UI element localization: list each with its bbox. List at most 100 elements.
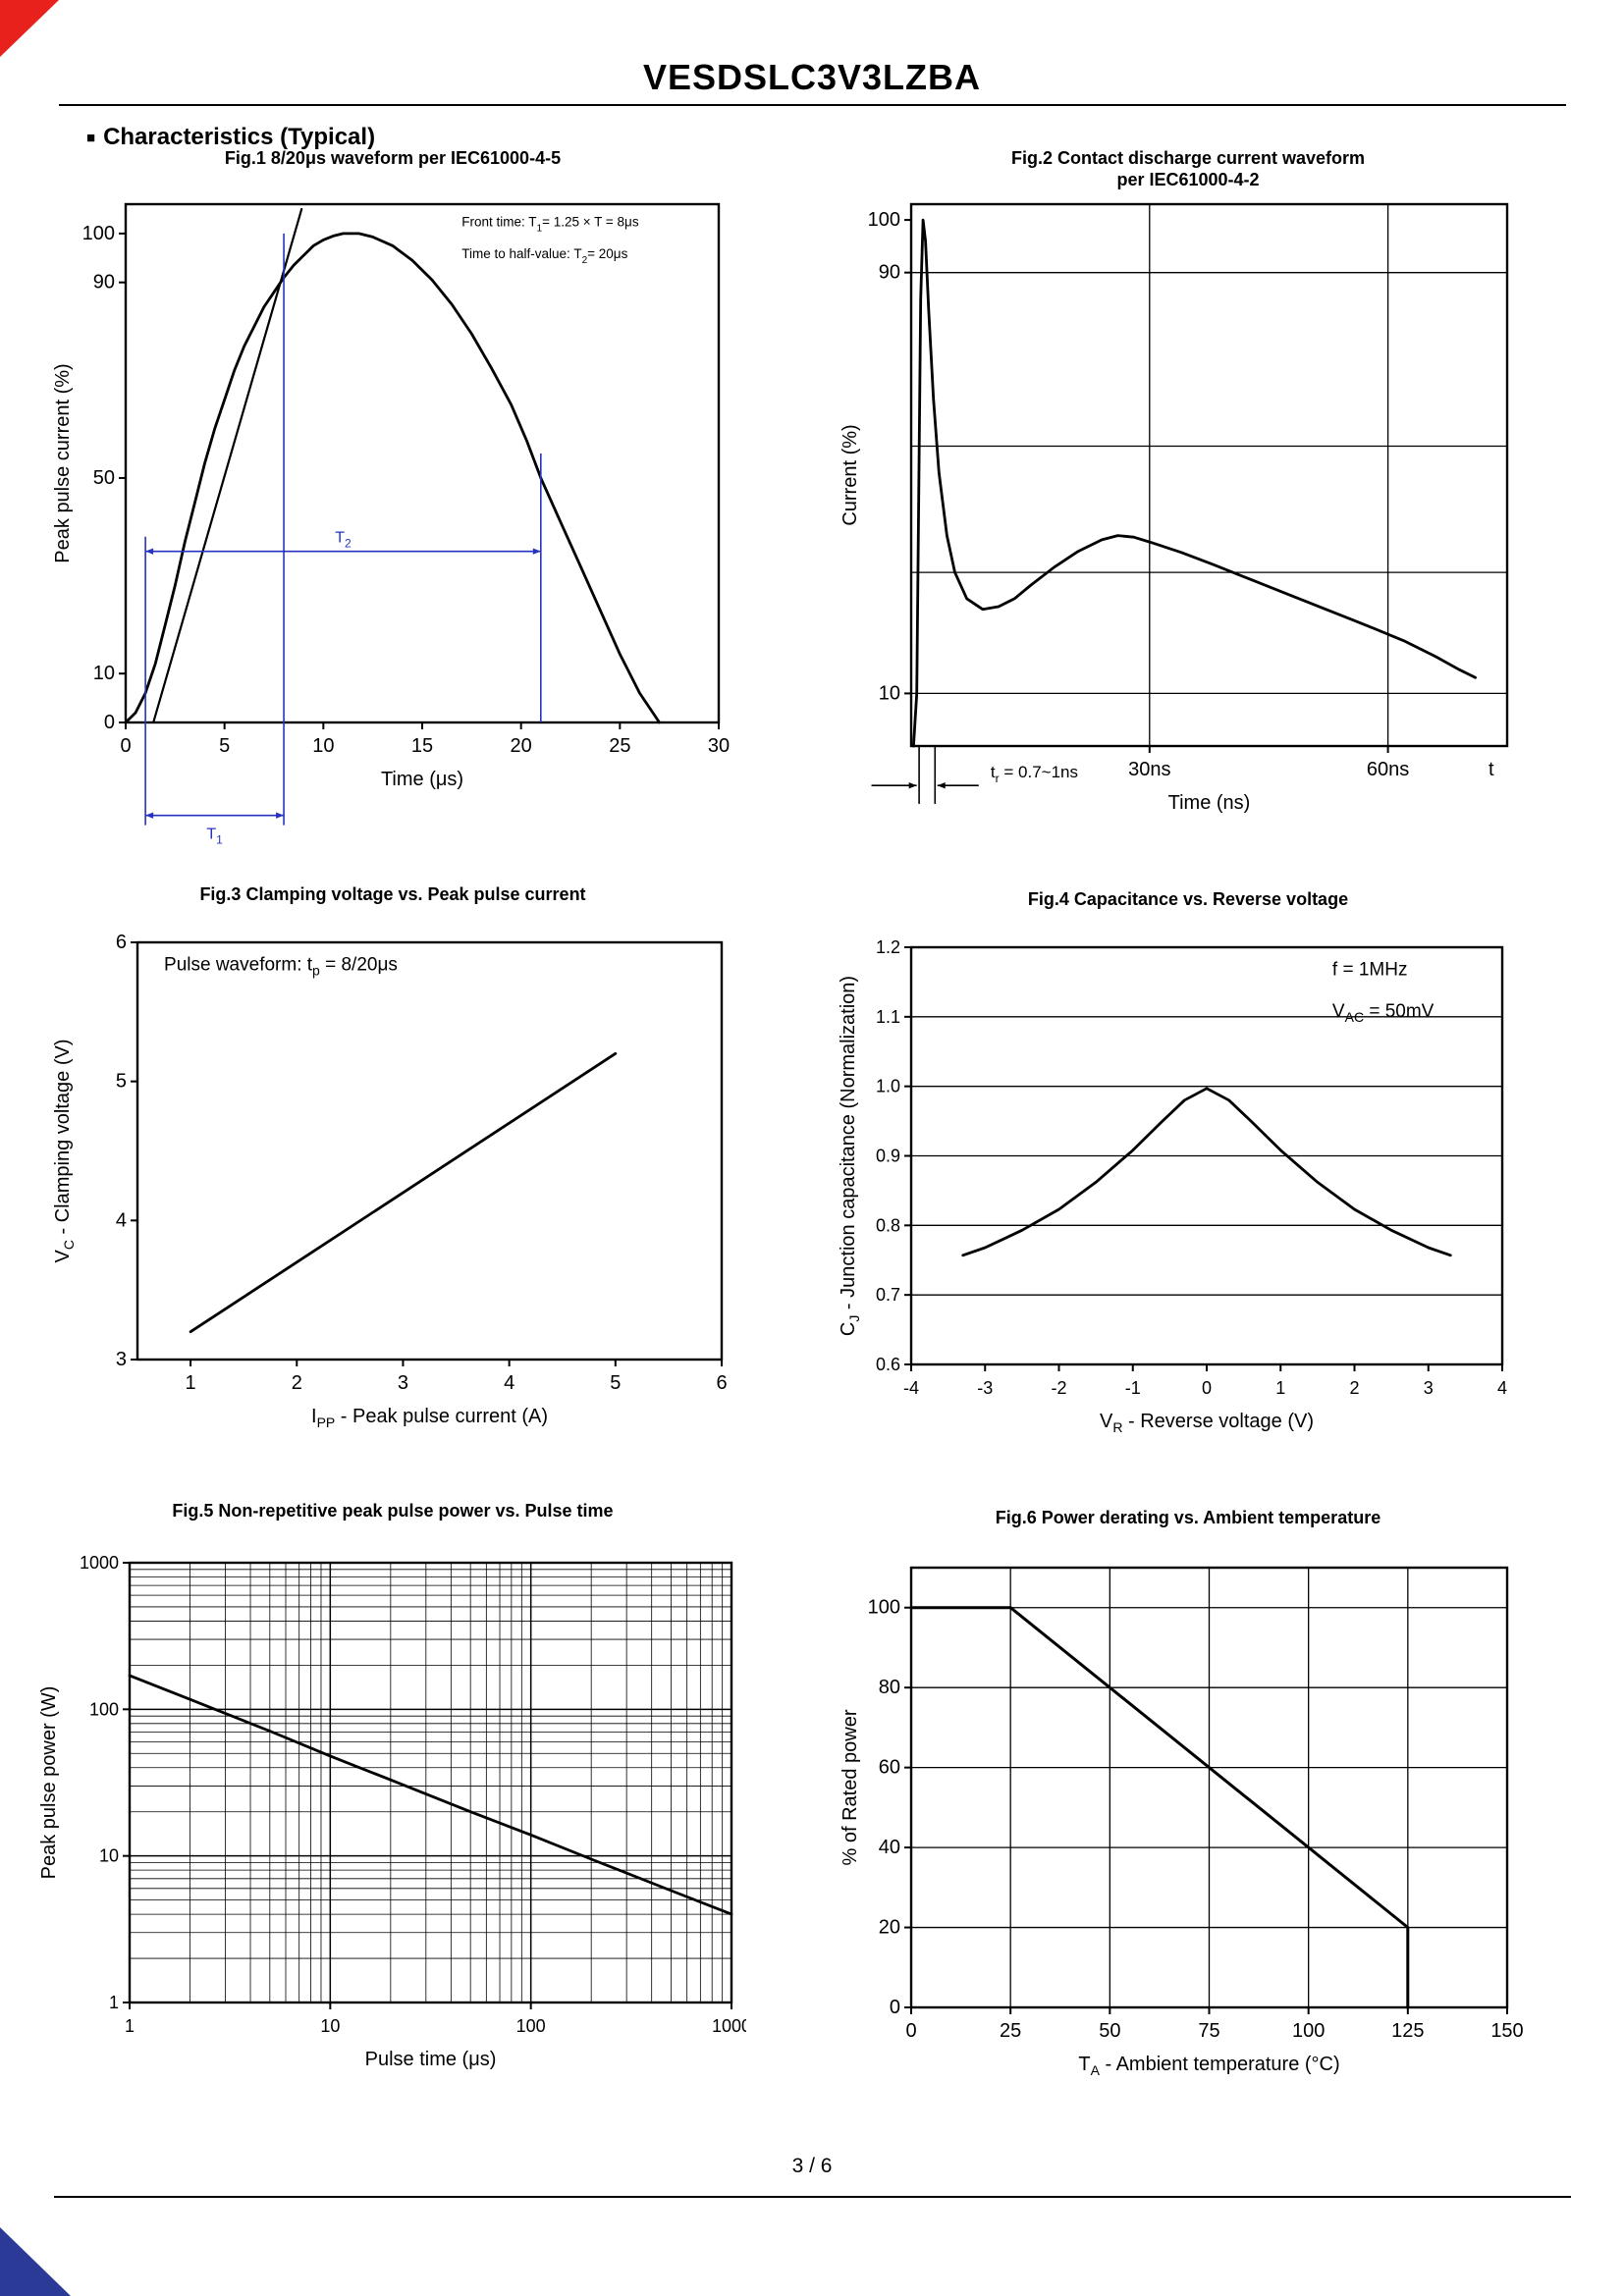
x-tick-label: 10 <box>320 2016 340 2036</box>
page-corner-blue-triangle <box>0 2227 71 2296</box>
arrow-head-icon <box>145 548 154 555</box>
x-tick-label: 25 <box>1000 2020 1021 2042</box>
plot-border <box>135 940 724 1362</box>
y-tick-label: 100 <box>82 223 115 244</box>
y-tick-label: 10 <box>879 682 900 704</box>
annotation-text: VAC = 50mV <box>1332 1001 1435 1025</box>
figure-1: Fig.1 8/20μs waveform per IEC61000-4-5 0… <box>39 147 746 874</box>
annotation-text: Time to half-value: T2= 20μs <box>461 246 627 266</box>
x-tick-label: 5 <box>610 1372 621 1394</box>
y-tick-label: 5 <box>116 1071 127 1093</box>
section-bullet-icon: ■ <box>86 130 96 146</box>
y-tick-label: 0.9 <box>876 1147 900 1166</box>
y-tick-label: 10 <box>93 663 115 684</box>
x-tick-label: 125 <box>1391 2020 1424 2042</box>
annotation-text: Front time: T1= 1.25 × T = 8μs <box>461 214 639 234</box>
y-tick-label: 20 <box>879 1917 900 1939</box>
annotation-text: Pulse waveform: tp = 8/20μs <box>164 954 398 978</box>
x-tick-label: 2 <box>292 1372 302 1394</box>
y-tick-label: 0.7 <box>876 1285 900 1305</box>
figure-5: Fig.5 Non-repetitive peak pulse power vs… <box>39 1500 746 2128</box>
y-tick-label: 1.0 <box>876 1077 900 1096</box>
y-tick-label: 100 <box>868 209 900 231</box>
annotation-label: T2 <box>335 530 352 551</box>
footer-divider <box>54 2196 1571 2198</box>
arrow-head-icon <box>908 781 917 789</box>
y-axis-label: Peak pulse power (W) <box>39 1686 60 1880</box>
x-tick-label: 100 <box>516 2016 546 2036</box>
x-tick-label: 25 <box>609 735 630 757</box>
figure-5-chart: 1 10 100 1000 1 10 100 1000 Pulse time (μs) Peak … <box>39 1553 746 2070</box>
figure-4: Fig.4 Capacitance vs. Reverse voltage -4… <box>835 888 1542 1487</box>
y-tick-label: 1000 <box>80 1553 119 1573</box>
figure-2-title: Fig.2 Contact discharge current waveform <box>1010 148 1366 168</box>
annotation-text: tr = 0.7~1ns <box>991 763 1078 785</box>
figure-1-title: Fig.1 8/20μs waveform per IEC61000-4-5 <box>224 148 562 168</box>
y-tick-label: 1 <box>109 1993 119 2012</box>
series-clamping-voltage <box>189 1051 618 1334</box>
x-tick-label: 3 <box>1424 1378 1434 1398</box>
series-power-derating <box>909 1606 1410 2009</box>
y-tick-label: 100 <box>89 1699 119 1719</box>
page-number: 3 / 6 <box>791 2155 833 2177</box>
figure-6-chart: 0 25 50 75 100 125 150 0 20 40 60 80 100 TA - Ambient… <box>839 1566 1524 2078</box>
annotation-text: f = 1MHz <box>1332 959 1408 980</box>
series-surge-waveform <box>124 232 661 724</box>
page-corner-red-triangle <box>0 0 59 57</box>
arrow-head-icon <box>145 812 154 819</box>
x-tick-label: 0 <box>120 735 131 757</box>
y-tick-label: 80 <box>879 1677 900 1698</box>
x-tick-label: -2 <box>1051 1378 1066 1398</box>
y-tick-label: 50 <box>93 467 115 489</box>
x-axis-label: Time (ns) <box>1168 792 1251 814</box>
arrow-head-icon <box>937 781 946 789</box>
plot-border <box>909 202 1509 748</box>
section-title: Characteristics (Typical) <box>103 124 376 150</box>
figure-1-chart: 0 5 10 15 20 25 30 0 10 50 90 100 Time (μs) Peak puls… <box>52 202 730 847</box>
x-axis-label: TA - Ambient temperature (°C) <box>1078 2054 1339 2078</box>
figure-6-title: Fig.6 Power derating vs. Ambient tempera… <box>995 1508 1381 1527</box>
x-tick-label: 1 <box>186 1372 196 1394</box>
figure-5-title: Fig.5 Non-repetitive peak pulse power vs… <box>172 1501 614 1521</box>
x-axis-label: IPP - Peak pulse current (A) <box>311 1406 548 1430</box>
figure-2: Fig.2 Contact discharge current waveform… <box>835 147 1542 874</box>
y-tick-label: 1.1 <box>876 1007 900 1027</box>
figure-2-subtitle: per IEC61000-4-2 <box>1116 170 1260 189</box>
x-tick-label: -3 <box>977 1378 993 1398</box>
series-junction-capacitance <box>961 1087 1452 1257</box>
y-tick-label: 1.2 <box>876 937 900 957</box>
x-axis-label: Pulse time (μs) <box>365 2049 497 2070</box>
x-tick-label: t <box>1489 759 1494 780</box>
x-tick-label: 0 <box>905 2020 916 2042</box>
x-tick-label: 4 <box>1497 1378 1507 1398</box>
y-tick-label: 0 <box>890 1997 900 2018</box>
x-tick-label: -4 <box>903 1378 919 1398</box>
x-tick-label: 20 <box>511 735 532 757</box>
x-tick-label: 5 <box>219 735 230 757</box>
x-tick-label: 3 <box>398 1372 408 1394</box>
y-tick-label: 60 <box>879 1757 900 1779</box>
x-tick-label: 1 <box>1275 1378 1285 1398</box>
x-tick-label: 30ns <box>1128 759 1170 780</box>
x-tick-label: 100 <box>1292 2020 1325 2042</box>
series-esd-current <box>912 218 1477 748</box>
y-tick-label: 90 <box>879 262 900 284</box>
header-divider <box>59 104 1566 106</box>
y-axis-label: VC - Clamping voltage (V) <box>52 1040 77 1263</box>
y-tick-label: 6 <box>116 932 127 953</box>
y-tick-label: 10 <box>99 1846 119 1866</box>
y-tick-label: 100 <box>868 1597 900 1619</box>
plot-border <box>124 202 721 724</box>
x-axis-label: VR - Reverse voltage (V) <box>1100 1411 1314 1435</box>
y-tick-label: 0 <box>104 712 115 733</box>
y-tick-label: 0.8 <box>876 1215 900 1235</box>
x-tick-label: -1 <box>1125 1378 1141 1398</box>
figure-3: Fig.3 Clamping voltage vs. Peak pulse cu… <box>39 883 746 1482</box>
arrow-head-icon <box>276 812 285 819</box>
x-tick-label: 0 <box>1202 1378 1212 1398</box>
x-tick-label: 50 <box>1099 2020 1120 2042</box>
x-tick-label: 10 <box>312 735 334 757</box>
y-axis-label: Current (%) <box>839 424 861 525</box>
page-title: VESDSLC3V3LZBA <box>642 57 982 97</box>
x-axis-label: Time (μs) <box>381 769 463 790</box>
